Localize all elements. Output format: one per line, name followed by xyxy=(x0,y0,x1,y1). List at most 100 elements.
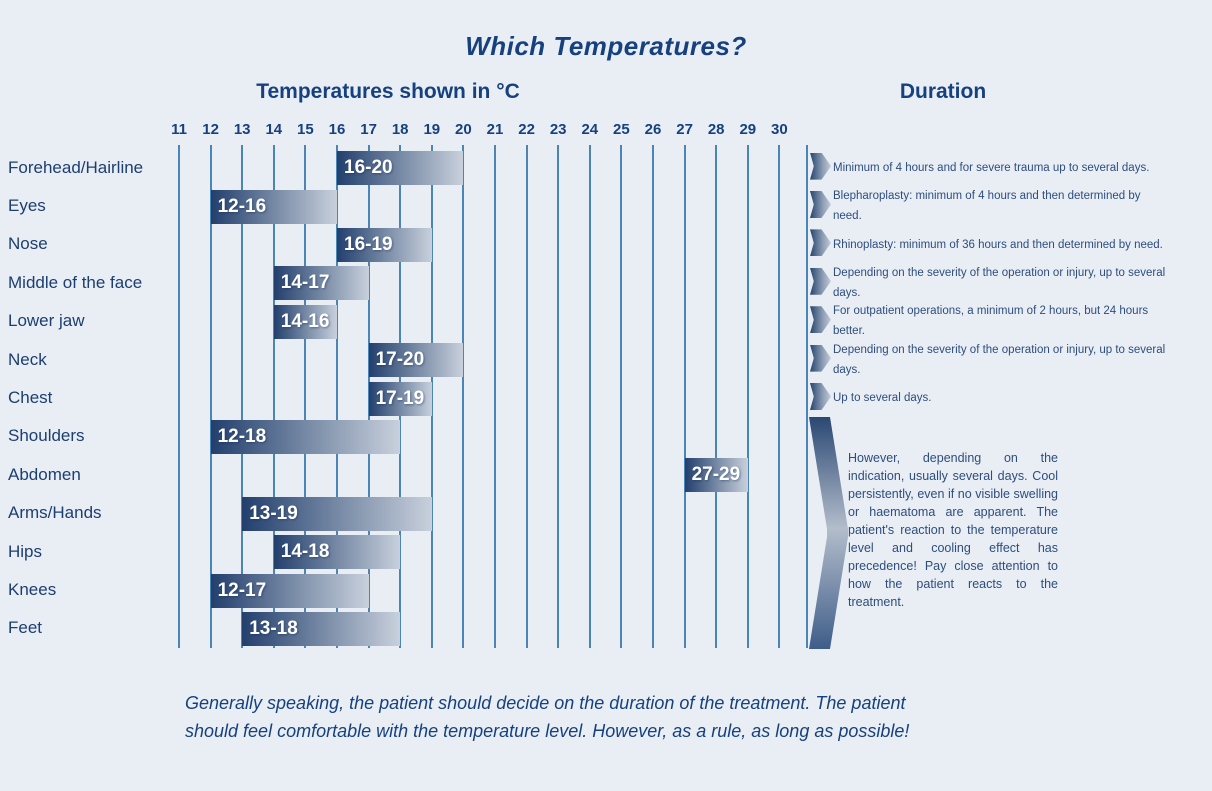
grid-line xyxy=(588,145,591,648)
row-label: Hips xyxy=(8,541,43,561)
axis-tick-label: 23 xyxy=(549,121,567,138)
bar-range-label: 14-17 xyxy=(280,272,330,294)
grid-line xyxy=(430,145,433,648)
grid-line xyxy=(652,145,654,648)
temp-range-bar: 17-20 xyxy=(368,343,464,378)
axis-tick-label: 16 xyxy=(328,121,346,138)
grid-line xyxy=(272,145,275,648)
bar-range-label: 27-29 xyxy=(691,464,741,486)
grid-line xyxy=(557,145,560,648)
duration-axis-line xyxy=(806,145,808,648)
axis-tick-label: 26 xyxy=(644,121,662,138)
grid-line xyxy=(620,145,623,648)
bar-range-label: 16-19 xyxy=(344,233,393,255)
bar-range-label: 13-19 xyxy=(249,502,298,524)
duration-note-line: Depending on the severity of the operati… xyxy=(833,343,1166,356)
temperatures-section-header: Temperatures shown in °C xyxy=(256,80,520,103)
duration-note-line: need. xyxy=(833,210,862,223)
axis-tick-label: 14 xyxy=(265,121,283,138)
duration-chevron-icon xyxy=(810,306,831,334)
duration-note-line: Blepharoplasty: minimum of 4 hours and t… xyxy=(833,190,1141,203)
axis-tick-label: 25 xyxy=(613,121,630,138)
duration-note-line: Rhinoplasty: minimum of 36 hours and the… xyxy=(833,238,1163,251)
row-label: Shoulders xyxy=(8,426,85,446)
duration-note: Up to several days. xyxy=(833,379,1207,417)
grid-line xyxy=(746,145,749,648)
duration-note: Minimum of 4 hours and for severe trauma… xyxy=(833,149,1207,187)
axis-tick-label: 20 xyxy=(455,121,472,138)
duration-chevron-icon xyxy=(810,191,831,218)
duration-note: Rhinoplasty: minimum of 36 hours and the… xyxy=(833,225,1207,263)
grid-line xyxy=(494,145,496,648)
temp-range-bar: 12-18 xyxy=(210,419,401,454)
duration-note-line: For outpatient operations, a minimum of … xyxy=(833,305,1149,318)
bar-range-label: 13-18 xyxy=(249,617,298,639)
axis-tick-label: 18 xyxy=(391,121,409,138)
row-label: Chest xyxy=(8,388,53,407)
axis-tick-label: 30 xyxy=(771,121,788,138)
row-label: Abdomen xyxy=(8,464,81,484)
temp-range-bar: 12-16 xyxy=(210,189,337,224)
duration-note-line: Depending on the severity of the operati… xyxy=(833,267,1166,279)
grid-line xyxy=(525,145,528,648)
bar-range-label: 17-20 xyxy=(375,349,425,371)
bar-range-label: 14-16 xyxy=(280,310,330,332)
duration-note: For outpatient operations, a minimum of … xyxy=(833,302,1207,340)
grid-line xyxy=(715,145,718,648)
row-label: Lower jaw xyxy=(8,311,85,331)
temp-range-bar: 16-19 xyxy=(337,227,432,262)
grid-line xyxy=(462,145,465,648)
duration-chevron-icon xyxy=(810,267,831,295)
axis-tick-label: 17 xyxy=(360,121,377,138)
group-bracket-icon xyxy=(809,417,848,649)
axis-tick-label: 28 xyxy=(707,121,725,138)
axis-tick-label: 13 xyxy=(233,121,251,138)
duration-chevron-icon xyxy=(810,383,831,410)
page-title: Which Temperatures? xyxy=(465,31,747,62)
grid-line xyxy=(209,145,212,648)
duration-chevron-icon xyxy=(810,344,831,372)
axis-tick-label: 19 xyxy=(423,121,441,138)
row-label: Knees xyxy=(8,580,57,599)
row-label: Middle of the face xyxy=(8,272,143,292)
axis-tick-label: 24 xyxy=(581,121,599,138)
temp-range-bar: 16-20 xyxy=(337,151,464,186)
axis-tick-label: 29 xyxy=(739,121,757,138)
footer-note-line: Generally speaking, the patient should d… xyxy=(185,693,906,713)
bar-range-label: 12-16 xyxy=(217,195,267,217)
temp-range-bar: 12-17 xyxy=(210,573,369,608)
bar-range-label: 12-17 xyxy=(217,579,267,601)
row-label: Nose xyxy=(8,234,48,254)
grid-line xyxy=(683,145,686,648)
bar-range-label: 14-18 xyxy=(280,541,330,563)
duration-section-header: Duration xyxy=(899,80,987,103)
duration-chevron-icon xyxy=(810,152,831,180)
temp-range-bar: 17-19 xyxy=(368,381,432,416)
temp-range-bar: 13-19 xyxy=(242,496,432,531)
row-label: Arms/Hands xyxy=(8,503,102,523)
duration-note: Blepharoplasty: minimum of 4 hours and t… xyxy=(833,187,1207,225)
row-label: Neck xyxy=(8,349,47,369)
grid-line xyxy=(241,145,244,648)
grid-line xyxy=(304,145,307,648)
axis-tick-label: 22 xyxy=(518,121,535,138)
grid-line xyxy=(178,145,180,648)
row-label: Forehead/Hairline xyxy=(8,157,144,177)
axis-tick-label: 21 xyxy=(486,121,504,138)
row-label: Eyes xyxy=(8,196,46,215)
bar-range-label: 16-20 xyxy=(344,157,393,179)
footer-note-line: should feel comfortable with the tempera… xyxy=(185,720,910,741)
duration-note-line: days. xyxy=(833,363,861,376)
axis-tick-label: 11 xyxy=(171,121,187,138)
axis-tick-label: 15 xyxy=(297,121,314,138)
duration-note-line: better. xyxy=(833,325,865,338)
temp-range-bar: 14-16 xyxy=(273,304,337,339)
row-label: Feet xyxy=(8,618,43,638)
duration-note: Depending on the severity of the operati… xyxy=(833,264,1207,302)
bar-range-label: 17-19 xyxy=(375,387,425,409)
temp-range-bar: 27-29 xyxy=(684,458,748,493)
axis-tick-label: 27 xyxy=(676,121,693,138)
temp-range-bar: 14-18 xyxy=(273,535,401,570)
duration-note: Depending on the severity of the operati… xyxy=(833,341,1207,379)
